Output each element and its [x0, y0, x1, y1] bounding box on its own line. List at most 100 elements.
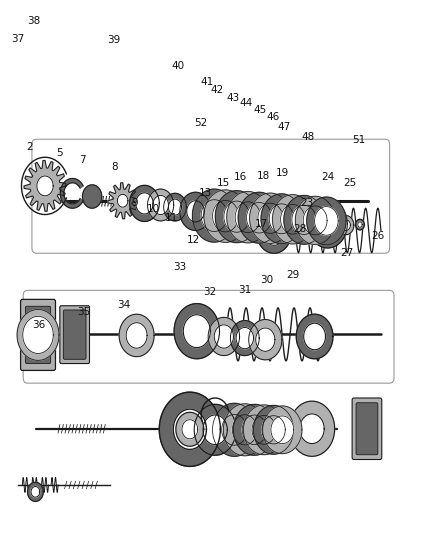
Polygon shape — [174, 304, 219, 359]
Polygon shape — [316, 211, 338, 238]
Text: 24: 24 — [320, 172, 334, 182]
Polygon shape — [249, 193, 290, 244]
Text: 7: 7 — [78, 156, 85, 165]
Text: 29: 29 — [286, 270, 299, 280]
Polygon shape — [299, 414, 323, 443]
Polygon shape — [31, 487, 40, 497]
Polygon shape — [232, 415, 257, 445]
Text: 17: 17 — [254, 219, 267, 229]
Polygon shape — [152, 196, 168, 215]
Polygon shape — [176, 413, 203, 446]
Polygon shape — [173, 409, 206, 449]
Polygon shape — [306, 197, 345, 245]
Polygon shape — [159, 392, 220, 466]
Text: 39: 39 — [107, 35, 120, 45]
Polygon shape — [289, 401, 334, 456]
Polygon shape — [246, 203, 271, 233]
Text: 38: 38 — [28, 16, 41, 26]
Text: 46: 46 — [265, 112, 279, 122]
Polygon shape — [261, 416, 285, 444]
Polygon shape — [108, 183, 137, 219]
Polygon shape — [256, 211, 291, 253]
Polygon shape — [272, 195, 312, 244]
Text: 34: 34 — [117, 300, 130, 310]
Polygon shape — [341, 220, 350, 230]
Polygon shape — [129, 185, 159, 221]
FancyBboxPatch shape — [60, 306, 89, 364]
Polygon shape — [119, 314, 154, 357]
Polygon shape — [208, 318, 239, 356]
Polygon shape — [233, 405, 275, 455]
Polygon shape — [117, 195, 127, 207]
Polygon shape — [202, 415, 227, 445]
Text: 43: 43 — [226, 93, 239, 103]
Text: 35: 35 — [77, 306, 90, 317]
Polygon shape — [221, 415, 247, 445]
Text: 30: 30 — [259, 275, 272, 285]
Polygon shape — [243, 405, 284, 455]
Text: 5: 5 — [56, 148, 63, 158]
Polygon shape — [268, 204, 293, 234]
Polygon shape — [236, 327, 253, 349]
Polygon shape — [180, 192, 211, 230]
Polygon shape — [60, 179, 83, 208]
Polygon shape — [212, 403, 255, 456]
Polygon shape — [192, 189, 236, 242]
Polygon shape — [203, 190, 247, 243]
Text: 25: 25 — [343, 177, 356, 188]
Polygon shape — [223, 404, 265, 456]
Text: 28: 28 — [293, 224, 306, 235]
Polygon shape — [248, 319, 281, 360]
Polygon shape — [126, 322, 147, 348]
Text: 52: 52 — [194, 118, 207, 128]
Polygon shape — [183, 315, 210, 348]
Polygon shape — [186, 201, 204, 222]
Text: 23: 23 — [300, 198, 313, 208]
Polygon shape — [314, 207, 337, 235]
Polygon shape — [357, 222, 361, 227]
Polygon shape — [168, 199, 181, 215]
Text: 26: 26 — [370, 231, 383, 241]
Polygon shape — [201, 200, 227, 231]
Text: 18: 18 — [256, 172, 269, 181]
Polygon shape — [215, 191, 258, 243]
Polygon shape — [23, 317, 53, 353]
Text: 2: 2 — [26, 142, 33, 152]
FancyBboxPatch shape — [63, 310, 86, 359]
Polygon shape — [235, 202, 260, 232]
Polygon shape — [37, 176, 53, 196]
Polygon shape — [355, 219, 364, 230]
Polygon shape — [135, 193, 153, 214]
Polygon shape — [223, 201, 249, 232]
Polygon shape — [230, 320, 258, 356]
Polygon shape — [270, 416, 293, 443]
Polygon shape — [212, 200, 238, 232]
Text: 33: 33 — [172, 262, 186, 271]
Polygon shape — [291, 205, 315, 235]
Text: 19: 19 — [276, 168, 289, 178]
Text: 32: 32 — [203, 287, 216, 297]
Polygon shape — [238, 192, 279, 243]
FancyBboxPatch shape — [351, 398, 381, 459]
Polygon shape — [253, 406, 293, 454]
Text: 27: 27 — [339, 248, 353, 259]
Text: 10: 10 — [146, 204, 159, 214]
Polygon shape — [163, 193, 186, 221]
Text: 37: 37 — [11, 34, 25, 44]
Text: 8: 8 — [111, 162, 118, 172]
FancyBboxPatch shape — [21, 300, 55, 370]
Text: 9: 9 — [131, 198, 138, 208]
Polygon shape — [280, 205, 304, 234]
Polygon shape — [295, 196, 334, 245]
Polygon shape — [214, 325, 233, 348]
Polygon shape — [262, 406, 301, 454]
Polygon shape — [261, 194, 301, 244]
Polygon shape — [251, 415, 275, 445]
Polygon shape — [24, 160, 66, 212]
Polygon shape — [82, 185, 102, 208]
Polygon shape — [303, 206, 326, 235]
Polygon shape — [147, 189, 173, 221]
Text: 45: 45 — [252, 104, 266, 115]
Text: 48: 48 — [300, 132, 314, 142]
Text: 42: 42 — [210, 85, 223, 95]
